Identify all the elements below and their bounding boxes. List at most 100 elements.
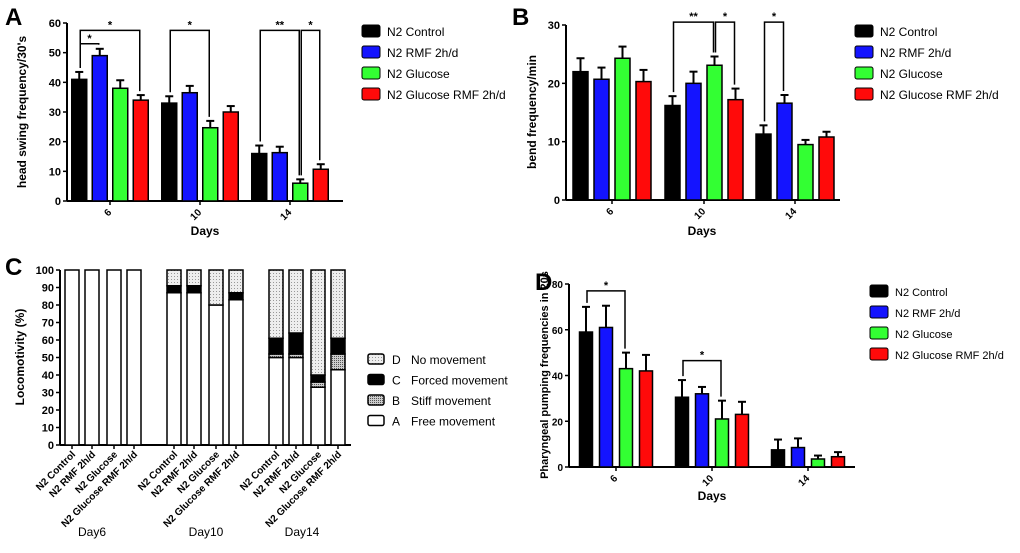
bar	[755, 133, 772, 201]
group-label: Day14	[285, 525, 320, 539]
stacked-segment	[166, 292, 182, 446]
legend-swatch	[361, 24, 381, 38]
y-tick-label: 60	[552, 326, 564, 337]
x-tick-label: 14	[783, 206, 799, 222]
y-tick-label: 60	[49, 18, 61, 30]
significance-label: **	[275, 19, 284, 31]
x-axis-label: Days	[191, 224, 220, 238]
y-axis-label: Pharyngeal pumping frequencies in 20s	[539, 271, 551, 479]
y-tick-label: 20	[42, 405, 54, 417]
bar	[776, 102, 793, 201]
legend-swatch	[869, 284, 889, 298]
bar	[112, 87, 129, 202]
bar	[638, 370, 654, 468]
bar	[818, 136, 835, 201]
panel-letter: D	[535, 269, 552, 296]
bar	[664, 104, 681, 201]
stacked-segment	[186, 292, 202, 446]
x-tick-label: 14	[278, 207, 294, 223]
significance-label: *	[188, 19, 193, 31]
y-tick-label: 80	[552, 280, 564, 291]
bar	[181, 91, 198, 202]
y-tick-label: 70	[42, 318, 54, 330]
significance-label: *	[87, 33, 92, 45]
significance-bracket	[682, 359, 722, 397]
panel-b: 0 10 20 30 bend frequency/min B 6 10 14 N2 Contro…	[512, 4, 999, 238]
significance-bracket	[79, 29, 141, 92]
legend-swatch	[854, 66, 874, 80]
bar	[714, 418, 730, 468]
bar	[694, 393, 710, 468]
x-tick-label: 10	[700, 473, 716, 489]
panel-letter: C	[5, 254, 22, 281]
bar	[222, 111, 239, 202]
legend-swatch	[367, 353, 385, 365]
stacked-segment	[84, 269, 100, 446]
y-tick-label: 100	[36, 265, 54, 277]
significance-label: *	[700, 350, 705, 362]
legend-key: A	[392, 415, 400, 429]
stacked-segment	[208, 269, 224, 306]
y-tick-label: 80	[42, 300, 54, 312]
panel-letter: A	[5, 4, 22, 31]
legend-label: N2 Control	[387, 25, 444, 39]
y-tick-label: 50	[42, 353, 54, 365]
legend-swatch	[854, 87, 874, 101]
bar	[271, 151, 288, 202]
x-tick-label: 14	[796, 473, 812, 489]
legend-label: No movement	[411, 353, 486, 367]
y-tick-label: 90	[42, 283, 54, 295]
y-tick-label: 40	[552, 372, 564, 383]
stacked-segment	[310, 269, 326, 376]
legend-label: N2 Glucose RMF 2h/d	[895, 350, 1004, 362]
bar	[727, 98, 744, 201]
y-tick-label: 40	[49, 77, 61, 89]
y-tick-label: 0	[554, 195, 560, 207]
bar	[312, 168, 329, 202]
legend-label: N2 Glucose RMF 2h/d	[880, 88, 999, 102]
bar	[71, 78, 88, 202]
x-tick-label: 6	[608, 473, 620, 485]
group-label: Day10	[189, 525, 224, 539]
legend-key: D	[392, 353, 401, 367]
y-tick-label: 10	[548, 137, 560, 149]
bar	[770, 449, 786, 468]
stacked-segment	[310, 386, 326, 446]
stacked-segment	[310, 374, 326, 383]
bar	[635, 80, 652, 201]
significance-label: **	[689, 11, 698, 23]
panel-a: 0 10 20 30 40 50 60 head swing frequency/30's A 6…	[5, 4, 506, 238]
significance-label: *	[308, 19, 313, 31]
y-axis-label: bend frequency/min	[525, 55, 539, 169]
stacked-segment	[228, 299, 244, 446]
significance-bracket	[672, 21, 715, 93]
y-tick-label: 20	[552, 417, 564, 428]
stacked-segment	[288, 269, 304, 334]
stacked-segment	[186, 269, 202, 287]
x-axis-label: Days	[688, 224, 717, 238]
x-tick-label: 10	[692, 206, 708, 222]
y-tick-label: 50	[49, 48, 61, 60]
bar	[578, 331, 594, 468]
bar	[132, 99, 149, 202]
significance-bracket	[714, 21, 736, 85]
y-tick-label: 30	[49, 107, 61, 119]
bar	[618, 367, 634, 468]
stacked-segment	[330, 337, 346, 355]
bar	[790, 446, 806, 468]
stacked-segment	[268, 269, 284, 339]
stacked-segment	[268, 356, 284, 446]
bar	[161, 102, 178, 202]
y-tick-label: 30	[42, 388, 54, 400]
bar	[685, 82, 702, 201]
legend-label: N2 RMF 2h/d	[880, 46, 951, 60]
y-axis-label: Locomotivity (%)	[13, 309, 27, 406]
legend-swatch	[367, 414, 385, 427]
legend-swatch	[869, 326, 889, 340]
bar	[572, 70, 589, 201]
legend-swatch	[854, 45, 874, 59]
bar	[91, 54, 108, 202]
significance-label: *	[108, 19, 113, 31]
stacked-segment	[330, 269, 346, 339]
